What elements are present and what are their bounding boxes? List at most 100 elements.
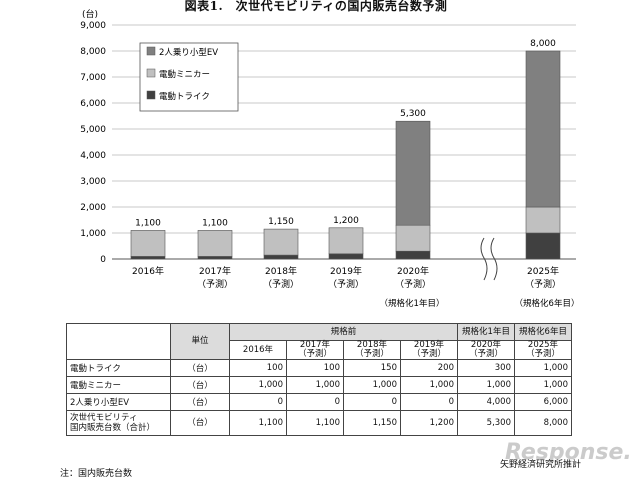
bar-segment [328, 253, 364, 260]
bar-segment [525, 50, 561, 208]
table-cell: 150 [343, 359, 401, 377]
x-tick-sublabel: （予測） [328, 278, 364, 290]
stacked-bar-chart: (台) 0 1,000 2,000 3,000 4,000 5,000 6,000 7,000 8… [80, 8, 580, 309]
bar-segment [395, 224, 431, 252]
table-cell: 0 [343, 393, 401, 411]
table-cell: 1,200 [400, 410, 458, 436]
year-header: 2016年 [229, 340, 287, 360]
year-header: 2017年 （予測） [286, 340, 344, 360]
table-row: 次世代モビリティ 国内販売台数（合計） （台） 1,100 1,100 1,150 1,20… [66, 410, 572, 436]
x-tick-label: 2017年 [199, 265, 231, 277]
data-table: 単位 規格前 規格化1年目 規格化6年目 2016年 2017年 （予測） 2018年… [66, 323, 572, 436]
table-cell: 1,000 [457, 376, 515, 394]
footnote: 注：国内販売台数 [60, 469, 133, 479]
unit-header: 単位 [170, 323, 230, 360]
total-label: 1,150 [268, 217, 294, 227]
bar-segment [395, 250, 431, 260]
table-cell: 300 [457, 359, 515, 377]
bar-segment [197, 230, 233, 257]
y-tick-label: 7,000 [80, 73, 106, 83]
y-tick-label: 1,000 [80, 229, 106, 239]
total-label: 1,200 [333, 216, 359, 226]
table-cell: 0 [286, 393, 344, 411]
year-header: 2019年 （予測） [400, 340, 458, 360]
axis-break-mark [480, 237, 488, 281]
row-label: 電動トライク [66, 359, 171, 377]
y-tick-label: 4,000 [80, 151, 106, 161]
table-cell: 5,300 [457, 410, 515, 436]
y-tick-label: 9,000 [80, 21, 106, 31]
year-header-forecast: （予測） [354, 349, 389, 359]
table-cell: 100 [286, 359, 344, 377]
table-corner-cell [66, 323, 171, 360]
year-header-year: 2025年 [527, 340, 559, 350]
legend-box [139, 42, 239, 112]
bar-segment [197, 256, 233, 260]
bar-segment [263, 228, 299, 256]
year-header-forecast: （予測） [468, 349, 503, 359]
x-tick-label: 2020年 [397, 265, 429, 277]
annotation-2020: （規格化1年目） [380, 298, 445, 309]
table-cell: 1,000 [514, 376, 572, 394]
year-header: 2020年 （予測） [457, 340, 515, 360]
year-header-row: 2016年 2017年 （予測） 2018年 （予測） 2019年 （予測） 2020年 （予測… [67, 340, 572, 360]
x-tick-sublabel: （予測） [395, 278, 431, 290]
table-cell: 1,000 [286, 376, 344, 394]
total-label: 5,300 [400, 109, 426, 119]
x-tick-sublabel: （予測） [525, 278, 561, 290]
table-cell: 1,000 [514, 359, 572, 377]
y-tick-label: 5,000 [80, 125, 106, 135]
table-cell: 1,000 [343, 376, 401, 394]
source-note: 矢野経済研究所推計 [500, 460, 582, 470]
year-header-year: 2016年 [242, 344, 274, 355]
pre-standard-header: 規格前 [229, 323, 458, 341]
row-unit: （台） [170, 359, 230, 377]
x-tick-label: 2019年 [330, 265, 362, 277]
annotation-2025: （規格化6年目） [515, 298, 580, 309]
legend-swatch [146, 68, 156, 78]
year-header: 2025年 （予測） [514, 340, 572, 360]
total-label: 1,100 [202, 218, 228, 228]
bar-segment [525, 206, 561, 234]
bar-segment [525, 232, 561, 260]
year-header-year: 2018年 [356, 340, 388, 350]
year-header-year: 2017年 [299, 340, 331, 350]
year-header: 2018年 （予測） [343, 340, 401, 360]
row-label: 次世代モビリティ 国内販売台数（合計） [66, 410, 171, 436]
row-unit: （台） [170, 393, 230, 411]
y-tick-label: 6,000 [80, 99, 106, 109]
table-cell: 0 [229, 393, 287, 411]
y-axis-unit: (台) [82, 8, 98, 20]
table-cell: 1,150 [343, 410, 401, 436]
year-header-forecast: （予測） [297, 349, 332, 359]
total-label: 8,000 [530, 39, 556, 49]
y-tick-label: 8,000 [80, 47, 106, 57]
table-cell: 200 [400, 359, 458, 377]
table-row: 2人乗り小型EV （台） 0 0 0 0 4,000 6,000 [66, 393, 572, 411]
x-tick-label: 2018年 [265, 265, 297, 277]
table-row: 電動トライク （台） 100 100 150 200 300 1,000 [66, 359, 572, 377]
bar-segment [263, 254, 299, 260]
standard-year6-header: 規格化6年目 [514, 323, 572, 341]
watermark-logo: Response. [505, 440, 632, 465]
row-label: 電動ミニカー [66, 376, 171, 394]
x-tick-sublabel: （予測） [197, 278, 233, 290]
table-cell: 4,000 [457, 393, 515, 411]
legend-label: 電動ミニカー [159, 69, 210, 80]
table-cell: 1,000 [400, 376, 458, 394]
legend-label: 2人乗り小型EV [159, 47, 218, 58]
legend-swatch [146, 46, 156, 56]
standard-year1-header: 規格化1年目 [457, 323, 515, 341]
bar-segment [130, 230, 166, 257]
year-header-forecast: （予測） [411, 349, 446, 359]
table-cell: 8,000 [514, 410, 572, 436]
row-unit: （台） [170, 376, 230, 394]
year-header-forecast: （予測） [525, 349, 560, 359]
table-cell: 1,100 [286, 410, 344, 436]
x-tick-label: 2016年 [132, 265, 164, 277]
total-label: 1,100 [135, 218, 161, 228]
axis-break-mark [490, 237, 498, 281]
year-header-year: 2020年 [470, 340, 502, 350]
y-tick-label: 0 [100, 255, 106, 265]
row-unit: （台） [170, 410, 230, 436]
